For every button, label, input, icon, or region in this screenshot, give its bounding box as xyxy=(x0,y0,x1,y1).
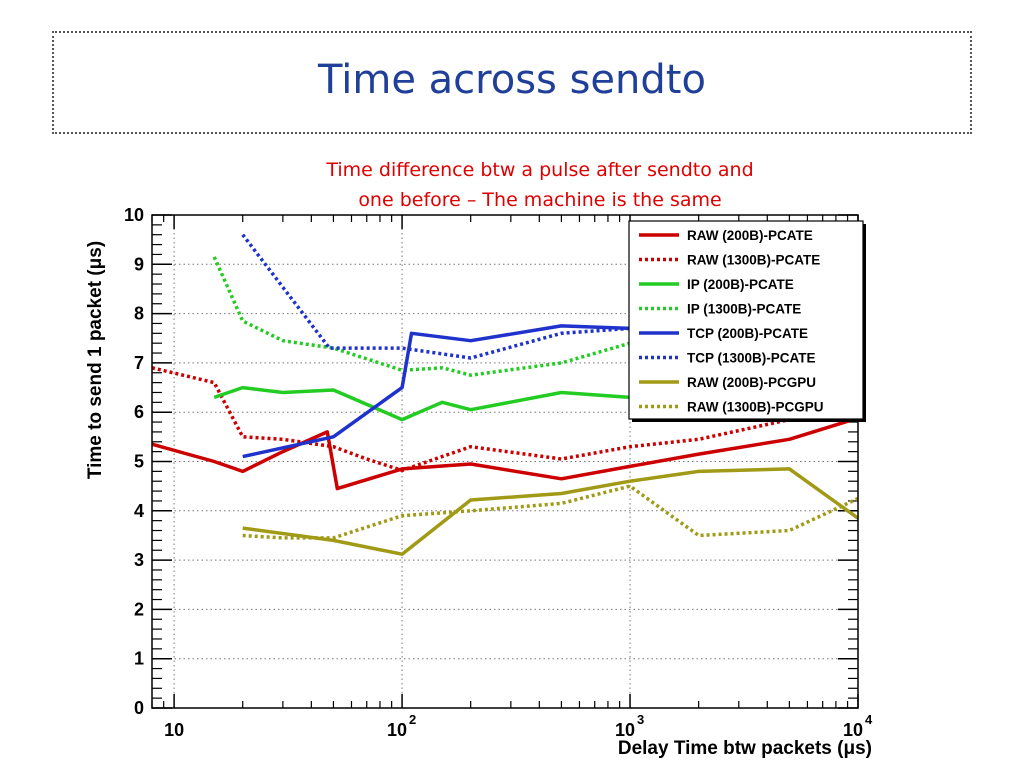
series-lines xyxy=(151,233,860,556)
y-tick-label: 1 xyxy=(134,649,144,669)
x-axis-title: Delay Time btw packets (μs) xyxy=(618,738,872,759)
subtitle-line-2: one before – The machine is the same xyxy=(358,189,722,211)
legend-entry: IP (200B)-PCATE xyxy=(687,277,794,292)
x-tick-label: 10 xyxy=(164,720,184,740)
legend-entry: TCP (200B)-PCATE xyxy=(687,326,808,341)
slide-title: Time across sendto xyxy=(318,57,706,103)
series-line xyxy=(213,385,699,422)
series-line xyxy=(242,324,699,459)
legend-entry: RAW (200B)-PCATE xyxy=(687,228,813,243)
x-tick-label: 10 xyxy=(615,720,635,740)
y-tick-label: 4 xyxy=(134,501,144,521)
legend-entry: RAW (200B)-PCGPU xyxy=(687,375,816,390)
legend-entry: IP (1300B)-PCATE xyxy=(687,302,801,317)
plot-frame xyxy=(151,214,859,709)
x-tick-exponent: 2 xyxy=(409,712,416,727)
y-tick-label: 7 xyxy=(134,353,144,373)
x-tick-exponent: 4 xyxy=(865,712,873,727)
legend-entry: TCP (1300B)-PCATE xyxy=(687,351,816,366)
legend-entry: RAW (1300B)-PCATE xyxy=(687,253,820,268)
series-line xyxy=(242,484,859,540)
x-tick-exponent: 3 xyxy=(637,712,644,727)
series-line xyxy=(242,467,860,556)
y-tick-label: 2 xyxy=(134,599,144,619)
y-tick-label: 9 xyxy=(134,254,144,274)
x-tick-label: 10 xyxy=(387,720,407,740)
legend-box xyxy=(628,220,864,420)
y-tick-label: 6 xyxy=(134,402,144,422)
legend: RAW (200B)-PCATE RAW (1300B)-PCATE IP (200… xyxy=(628,220,866,422)
series-line xyxy=(241,233,699,360)
series-line xyxy=(212,256,699,377)
legend-entry: RAW (1300B)-PCGPU xyxy=(687,400,824,415)
y-tick-label: 3 xyxy=(134,550,144,570)
subtitle-line-1: Time difference btw a pulse after sendto… xyxy=(326,159,754,181)
y-tick-label: 0 xyxy=(134,698,144,718)
y-tick-label: 10 xyxy=(124,205,144,225)
series-line xyxy=(151,366,859,473)
x-tick-label: 10 xyxy=(843,720,863,740)
y-axis-title: Time to send 1 packet (μs) xyxy=(85,241,106,479)
y-tick-label: 8 xyxy=(134,304,144,324)
slide-title-box: Time across sendto xyxy=(52,31,972,134)
grid xyxy=(152,215,858,708)
y-tick-label: 5 xyxy=(134,452,144,472)
